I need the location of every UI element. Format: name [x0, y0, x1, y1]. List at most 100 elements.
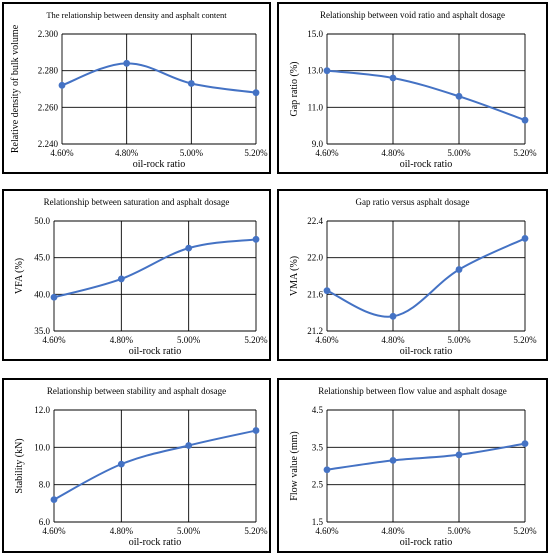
y-tick-label: 13.0	[307, 66, 323, 76]
x-tick-label: 5.00%	[180, 148, 204, 158]
x-axis-label: oil-rock ratio	[133, 159, 185, 170]
y-axis-label: VFA (%)	[14, 258, 25, 294]
data-point	[323, 287, 331, 295]
data-point	[50, 293, 58, 301]
chart-svg-2: Relationship between void ratio and asph…	[289, 10, 537, 170]
y-tick-label: 8.0	[39, 480, 51, 490]
series-line	[326, 69, 526, 122]
x-axis-label: oil-rock ratio	[129, 346, 181, 357]
data-point	[123, 59, 131, 67]
y-tick-label: 35.0	[34, 326, 50, 336]
series-line	[53, 429, 257, 501]
data-point	[252, 235, 260, 243]
y-tick-label: 2.240	[38, 139, 59, 149]
x-tick-label: 4.80%	[381, 526, 405, 536]
x-tick-label: 4.60%	[315, 335, 339, 345]
x-tick-label: 5.00%	[447, 335, 471, 345]
data-point	[117, 275, 125, 283]
x-tick-label: 4.80%	[381, 148, 405, 158]
data-point	[185, 244, 193, 252]
y-axis-label: Stability (kN)	[14, 438, 25, 493]
data-point	[323, 67, 331, 75]
y-tick-label: 6.0	[39, 517, 51, 527]
data-point	[117, 460, 125, 468]
chart-title: Relationship between saturation and asph…	[44, 197, 230, 207]
y-tick-label: 50.0	[34, 216, 50, 226]
data-point	[521, 440, 529, 447]
chart-title: Relationship between flow value and asph…	[318, 386, 506, 396]
x-axis-label: oil-rock ratio	[400, 537, 452, 548]
data-point	[50, 496, 58, 503]
data-point	[455, 92, 463, 100]
data-point	[323, 466, 331, 474]
y-tick-label: 3.5	[312, 442, 324, 452]
x-tick-label: 4.80%	[110, 526, 134, 536]
y-tick-label: 22.4	[307, 216, 323, 226]
x-tick-label: 4.60%	[42, 526, 66, 536]
x-tick-label: 4.60%	[315, 526, 339, 536]
data-point	[521, 235, 529, 242]
series-line	[326, 237, 526, 318]
y-axis-label: VMA (%)	[289, 256, 300, 296]
x-tick-label: 4.60%	[50, 148, 74, 158]
y-tick-label: 15.0	[307, 29, 323, 39]
data-point	[185, 442, 193, 449]
x-tick-label: 5.20%	[244, 335, 268, 345]
y-tick-label: 12.0	[34, 405, 50, 415]
chart-svg-4: Gap ratio versus asphalt dosage 21.2 21.6 2…	[289, 197, 537, 357]
x-tick-label: 4.80%	[110, 335, 134, 345]
chart-panel-6: Relationship between flow value and asph…	[277, 378, 548, 553]
data-point	[58, 81, 66, 89]
chart-panel-5: Relationship between stability and aspha…	[2, 378, 271, 553]
y-tick-label: 40.0	[34, 289, 50, 299]
chart-svg-1: The relationship between density and asp…	[10, 10, 268, 170]
y-axis-label: Flow value (mm)	[289, 431, 300, 500]
x-tick-label: 4.80%	[115, 148, 139, 158]
x-tick-label: 4.80%	[381, 335, 405, 345]
y-tick-label: 10.0	[34, 442, 50, 452]
y-tick-label: 1.5	[312, 517, 324, 527]
data-point	[455, 451, 463, 459]
chart-panel-1: The relationship between density and asp…	[2, 2, 271, 174]
x-tick-label: 5.20%	[244, 526, 268, 536]
y-tick-label: 21.6	[307, 289, 323, 299]
chart-title: Relationship between stability and aspha…	[47, 386, 226, 396]
y-tick-label: 22.0	[307, 253, 323, 263]
chart-panel-2: Relationship between void ratio and asph…	[277, 2, 548, 174]
data-point	[521, 116, 529, 124]
data-point	[389, 457, 397, 464]
data-point	[252, 427, 260, 434]
y-tick-label: 45.0	[34, 253, 50, 263]
y-tick-label: 2.280	[38, 66, 59, 76]
chart-title: Gap ratio versus asphalt dosage	[356, 197, 470, 207]
data-point	[389, 74, 397, 82]
x-tick-label: 5.20%	[513, 335, 537, 345]
data-point	[187, 80, 195, 87]
y-tick-label: 2.5	[312, 480, 324, 490]
y-tick-label: 2.260	[38, 102, 59, 112]
x-tick-label: 5.20%	[244, 148, 268, 158]
y-tick-label: 2.300	[38, 29, 59, 39]
series-line	[326, 442, 526, 471]
data-point	[252, 89, 260, 97]
series-line	[61, 62, 257, 94]
x-tick-label: 5.00%	[177, 335, 201, 345]
data-point	[389, 312, 397, 320]
data-point	[455, 266, 463, 273]
y-axis-label: Gap ratio (%)	[289, 62, 300, 117]
x-tick-label: 5.00%	[177, 526, 201, 536]
chart-title: The relationship between density and asp…	[46, 10, 227, 20]
x-tick-label: 5.00%	[447, 526, 471, 536]
x-tick-label: 5.00%	[447, 148, 471, 158]
x-tick-label: 5.20%	[513, 148, 537, 158]
y-tick-label: 9.0	[312, 139, 324, 149]
x-tick-label: 5.20%	[513, 526, 537, 536]
x-tick-label: 4.60%	[42, 335, 66, 345]
chart-panel-4: Gap ratio versus asphalt dosage 21.2 21.6 2…	[277, 189, 548, 361]
chart-svg-3: Relationship between saturation and asph…	[14, 197, 268, 357]
x-tick-label: 4.60%	[315, 148, 339, 158]
series-line	[53, 238, 257, 299]
chart-svg-5: Relationship between stability and aspha…	[14, 386, 268, 548]
y-tick-label: 11.0	[308, 102, 324, 112]
chart-title: Relationship between void ratio and asph…	[320, 10, 505, 20]
